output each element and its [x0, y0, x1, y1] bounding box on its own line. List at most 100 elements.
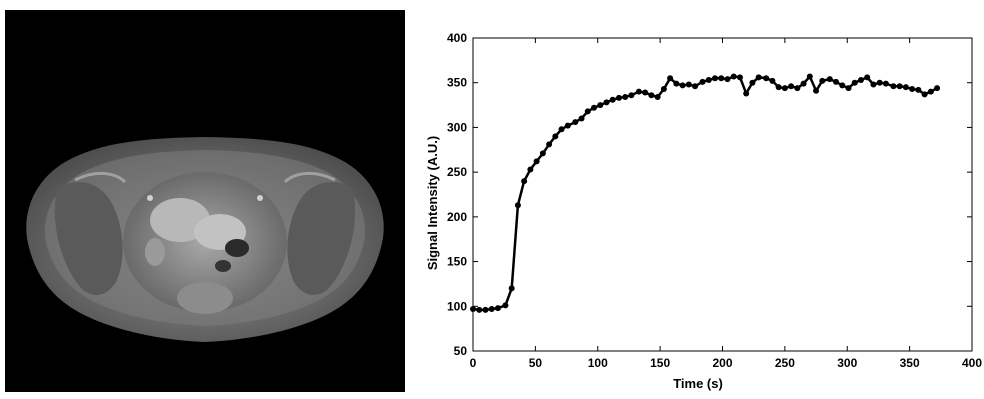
data-point: [521, 178, 528, 185]
x-axis-label: Time (s): [673, 376, 723, 391]
data-point: [539, 150, 546, 157]
data-point: [826, 76, 833, 83]
mri-dark-loop-2: [215, 260, 231, 272]
data-point: [749, 79, 756, 86]
data-point: [591, 104, 598, 111]
data-point: [558, 126, 565, 133]
y-tick-label: 50: [454, 344, 468, 358]
x-tick-label: 150: [650, 356, 670, 370]
chart-ticks: 0 50 100 150 200 250 300 350 4005010015020025030…: [447, 31, 982, 370]
data-point: [654, 94, 661, 101]
data-point: [712, 75, 719, 82]
x-tick-label: 100: [588, 356, 608, 370]
data-point: [615, 94, 622, 101]
data-point: [902, 84, 909, 91]
data-point: [527, 166, 534, 173]
data-point: [508, 285, 515, 292]
data-point: [819, 77, 826, 84]
data-point: [876, 79, 883, 86]
mri-vessel: [147, 195, 153, 201]
data-point: [494, 305, 501, 312]
data-point: [718, 75, 725, 82]
data-point: [839, 82, 846, 89]
data-point: [800, 80, 807, 87]
data-point: [564, 122, 571, 129]
data-point: [635, 88, 642, 95]
data-point: [851, 79, 858, 86]
data-point: [730, 73, 737, 80]
data-point: [755, 74, 762, 81]
data-point: [870, 81, 877, 88]
data-point: [763, 75, 770, 82]
data-point: [584, 108, 591, 115]
data-point: [578, 115, 585, 122]
mri-edge-left: [74, 172, 127, 184]
mri-edge-right: [283, 172, 336, 184]
data-point: [470, 305, 476, 312]
data-point: [882, 80, 889, 87]
data-point: [705, 77, 712, 84]
mri-image: [5, 10, 405, 392]
x-tick-label: 350: [900, 356, 920, 370]
series-line: [472, 75, 938, 312]
chart-series: [470, 73, 941, 313]
data-point: [915, 86, 922, 93]
mri-left-iliac: [54, 182, 123, 295]
mri-vessel-2: [257, 195, 263, 201]
data-point: [502, 302, 509, 309]
y-tick-label: 100: [447, 299, 467, 313]
data-point: [934, 85, 941, 92]
data-point: [736, 74, 743, 81]
mri-right-iliac: [287, 182, 356, 295]
data-point: [781, 85, 788, 92]
x-tick-label: 300: [837, 356, 857, 370]
data-point: [813, 87, 820, 94]
data-point: [609, 96, 616, 103]
data-point: [864, 74, 871, 81]
data-point: [648, 92, 655, 99]
data-point: [667, 75, 674, 82]
x-tick-label: 50: [529, 356, 543, 370]
chart-svg: 0 50 100 150 200 250 300 350 4005010015020025030…: [425, 31, 982, 391]
data-point: [642, 89, 649, 96]
data-point: [628, 92, 635, 99]
data-point: [660, 85, 667, 92]
data-point: [775, 84, 782, 91]
data-point: [673, 80, 680, 87]
y-tick-label: 350: [447, 76, 467, 90]
y-tick-label: 250: [447, 165, 467, 179]
data-point: [788, 83, 795, 90]
mri-dark-loop: [225, 239, 249, 257]
data-point: [692, 83, 699, 90]
x-tick-label: 200: [712, 356, 732, 370]
data-point: [724, 76, 731, 83]
mri-muscle: [145, 238, 165, 266]
x-tick-label: 400: [962, 356, 982, 370]
mri-sacrum: [177, 282, 233, 314]
y-axis-label: Signal Intensity (A.U.): [425, 136, 440, 270]
data-point: [488, 305, 495, 312]
data-point: [927, 88, 934, 95]
data-point: [622, 94, 629, 101]
data-point: [476, 306, 483, 313]
data-point: [921, 91, 928, 98]
data-point: [857, 77, 864, 84]
x-tick-label: 250: [775, 356, 795, 370]
y-tick-label: 150: [447, 255, 467, 269]
data-point: [482, 306, 489, 313]
data-point: [572, 119, 579, 126]
data-point: [685, 81, 692, 88]
data-point: [603, 99, 610, 106]
data-point: [896, 83, 903, 90]
data-point: [679, 82, 686, 89]
data-point: [806, 73, 813, 80]
data-point: [514, 202, 521, 209]
data-point: [533, 158, 540, 165]
y-tick-label: 300: [447, 120, 467, 134]
data-point: [794, 85, 801, 92]
data-point: [743, 90, 750, 97]
data-point: [909, 85, 916, 92]
data-point: [597, 102, 604, 109]
data-point: [546, 141, 553, 148]
y-tick-label: 400: [447, 31, 467, 45]
